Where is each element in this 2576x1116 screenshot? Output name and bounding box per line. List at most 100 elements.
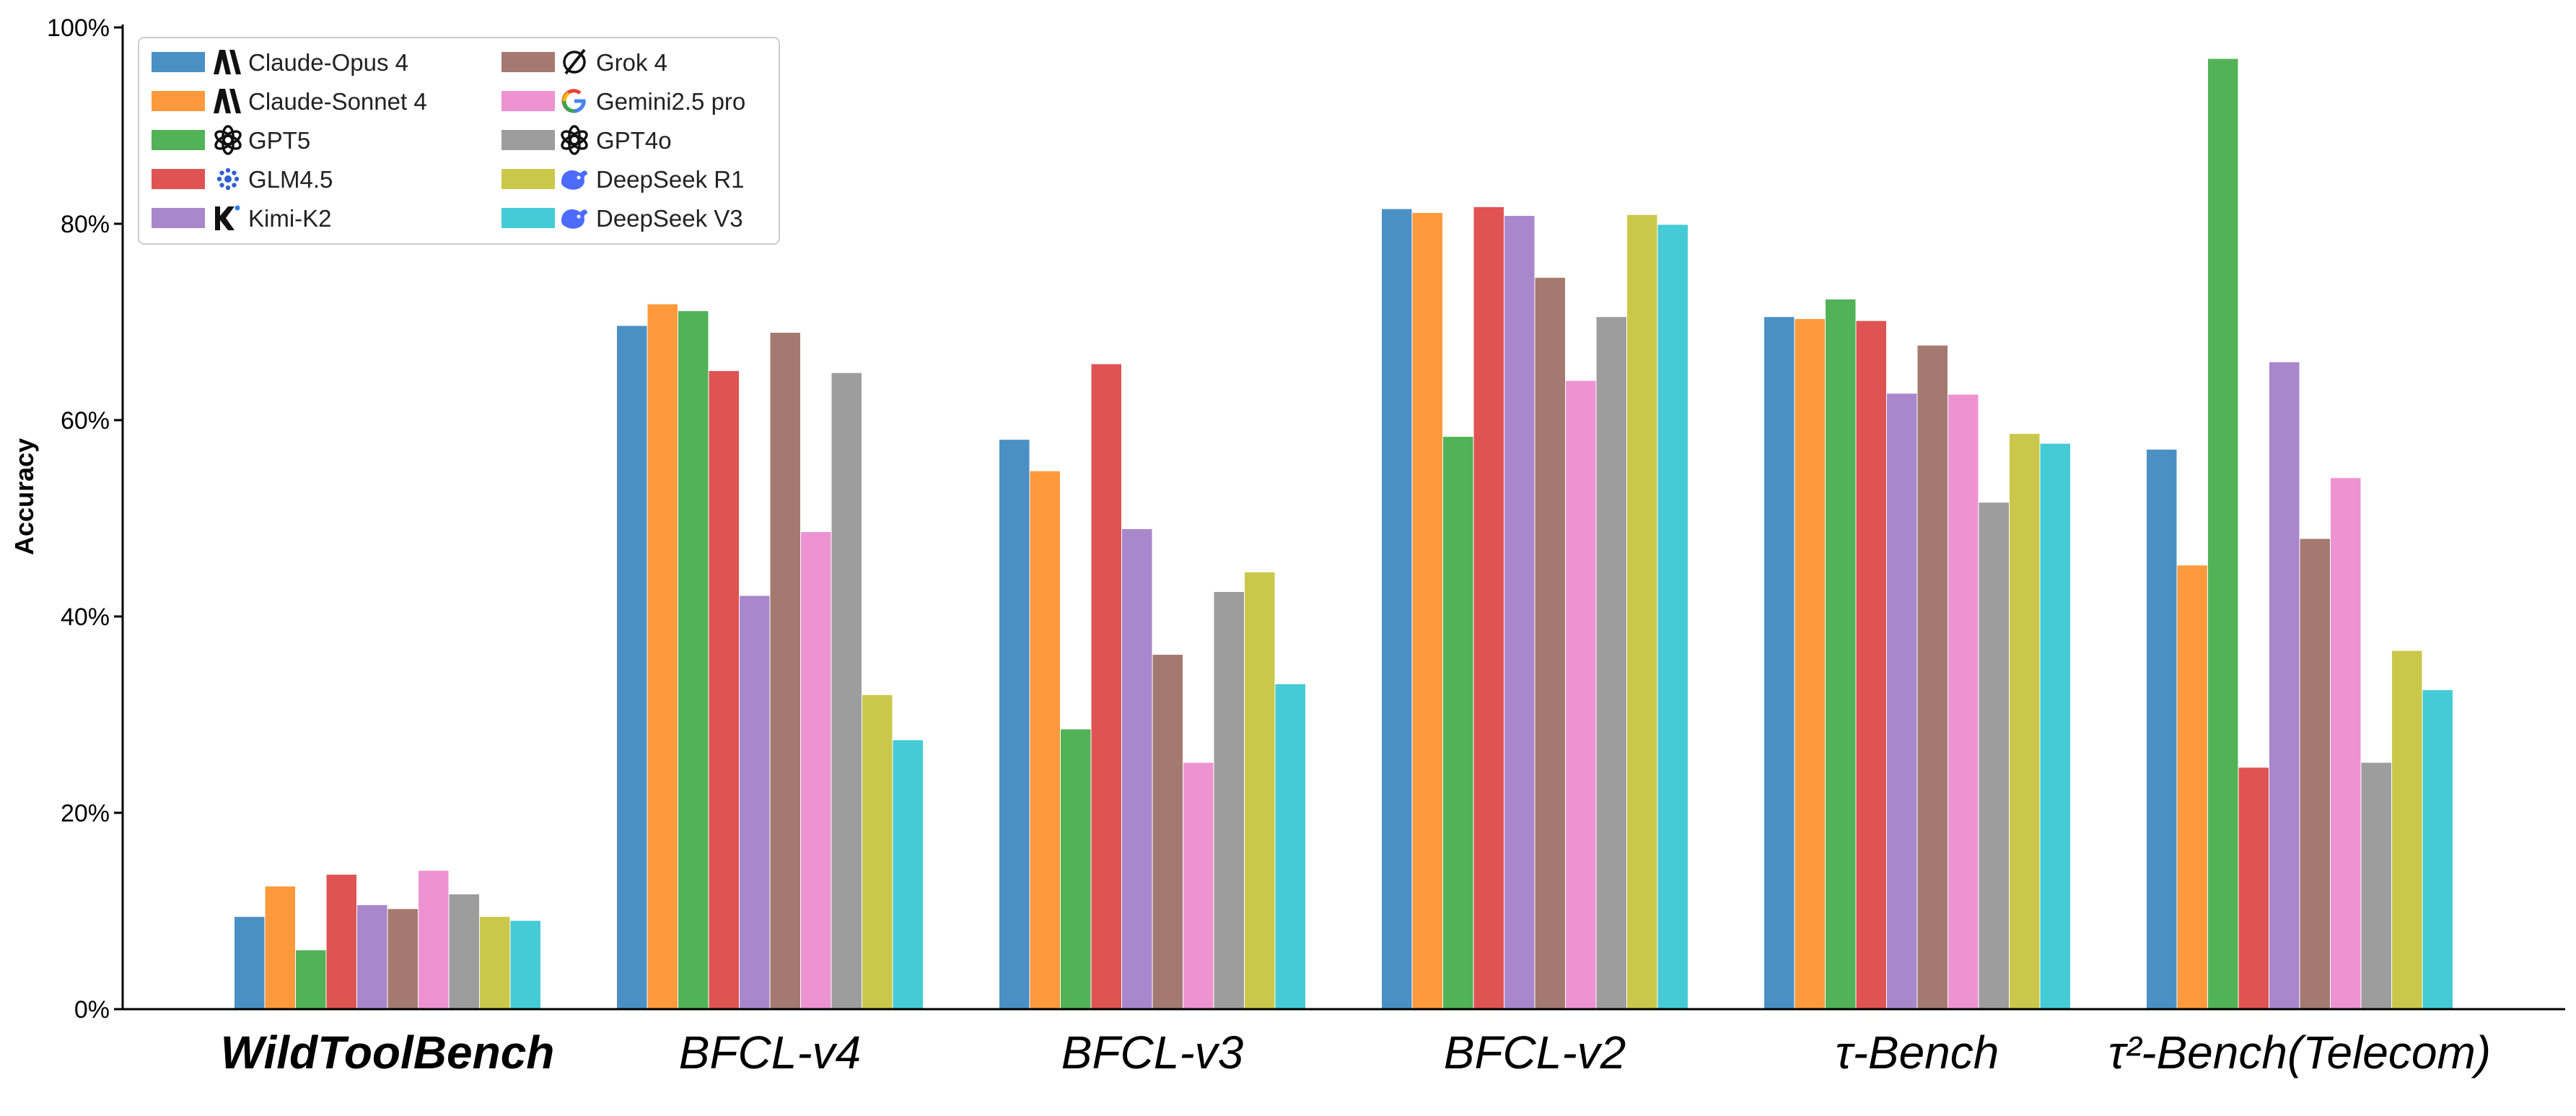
bar [1795,318,1825,1009]
bar [1826,299,1856,1010]
legend-label: DeepSeek R1 [596,166,744,193]
bar [1657,224,1688,1009]
axes [121,25,2565,1011]
bar [801,532,831,1009]
bar [1443,437,1473,1009]
legend-item: GLM4.5 [152,166,333,193]
x-category-label: BFCL-v2 [1444,1026,1626,1078]
x-category-label: WildToolBench [221,1026,555,1078]
deepseek-icon [561,209,587,229]
bar [740,596,770,1009]
legend-label: Claude-Sonnet 4 [248,88,427,115]
bar [2392,650,2422,1009]
legend-label: DeepSeek V3 [596,205,743,232]
bar [1214,592,1244,1009]
bar [387,909,418,1009]
bar [2300,539,2330,1009]
bar [1596,317,1626,1009]
bar [2208,58,2238,1009]
legend-label: Kimi-K2 [248,205,332,232]
bar [357,904,387,1009]
google-icon [561,89,586,113]
bar [1275,684,1305,1009]
bar [2177,565,2207,1009]
legend-label: Claude-Opus 4 [248,49,408,76]
legend-item: DeepSeek V3 [501,205,743,232]
bar [235,917,265,1009]
bar [999,440,1030,1009]
legend-item: Kimi-K2 [152,205,332,232]
x-category-label: BFCL-v4 [679,1026,862,1078]
bar [709,371,739,1009]
legend-label: Gemini2.5 pro [596,88,745,115]
y-tick-label: 60% [61,407,110,435]
kimi-icon [215,205,240,230]
openai-icon [561,125,588,155]
legend-swatch [152,130,205,150]
legend-label: Grok 4 [596,49,667,76]
bar [2147,449,2177,1009]
y-tick-label: 80% [61,211,110,238]
grok-icon [563,48,586,75]
legend-item: Claude-Opus 4 [152,49,408,76]
bar [617,326,647,1009]
legend-swatch [152,91,205,111]
legend-item: Claude-Sonnet 4 [152,88,427,115]
bar [1152,655,1183,1009]
legend-label: GLM4.5 [248,166,333,193]
x-category-label: BFCL-v3 [1061,1026,1244,1078]
bar [1245,572,1275,1009]
bar [2040,443,2070,1009]
x-categories: WildToolBench BFCL-v4 BFCL-v3 BFCL-v2 τ-Benc… [221,1026,2491,1078]
legend-swatch [501,52,555,72]
openai-icon [214,125,242,155]
y-tick-label: 100% [47,14,110,42]
bar [510,920,540,1009]
bar [480,917,510,1009]
bar [2010,434,2040,1009]
bar [1917,345,1948,1009]
bar [1887,393,1917,1009]
bar [296,950,326,1009]
bar [1091,364,1121,1010]
bar [770,332,800,1010]
bar [2331,478,2361,1009]
bar [678,311,709,1009]
bar [2422,690,2453,1009]
legend-item: GPT4o [501,125,672,155]
bar [419,871,449,1009]
anthropic-icon [214,50,241,74]
bar [1412,213,1442,1009]
bar [1764,317,1795,1009]
bar [1535,277,1565,1009]
legend-swatch [152,169,205,189]
legend-swatch [152,52,205,72]
deepseek-icon [561,170,587,190]
y-ticks: 0% 20% 40% 60% 80% 100% [47,14,123,1024]
bar [647,304,678,1009]
anthropic-icon [214,89,241,113]
x-category-label: τ²-Bench(Telecom) [2108,1026,2491,1078]
bar [2269,362,2300,1009]
y-tick-label: 0% [74,996,110,1024]
legend-swatch [152,208,205,228]
bar [326,874,356,1009]
legend-swatch [501,208,555,228]
y-tick-label: 20% [61,800,110,827]
legend-label: GPT4o [596,127,672,154]
bar [265,886,295,1009]
bar [1122,528,1152,1009]
legend-item: DeepSeek R1 [501,166,744,193]
bar [893,740,923,1009]
legend-swatch [501,91,555,111]
y-axis-label: Accuracy [9,438,39,555]
bar [1627,214,1657,1009]
bar [862,694,893,1009]
x-category-label: τ-Bench [1836,1026,1999,1078]
bar [831,372,862,1009]
bar [1030,471,1060,1009]
bar [1979,502,2009,1009]
bar [1061,729,1091,1009]
legend-frame [138,37,780,245]
